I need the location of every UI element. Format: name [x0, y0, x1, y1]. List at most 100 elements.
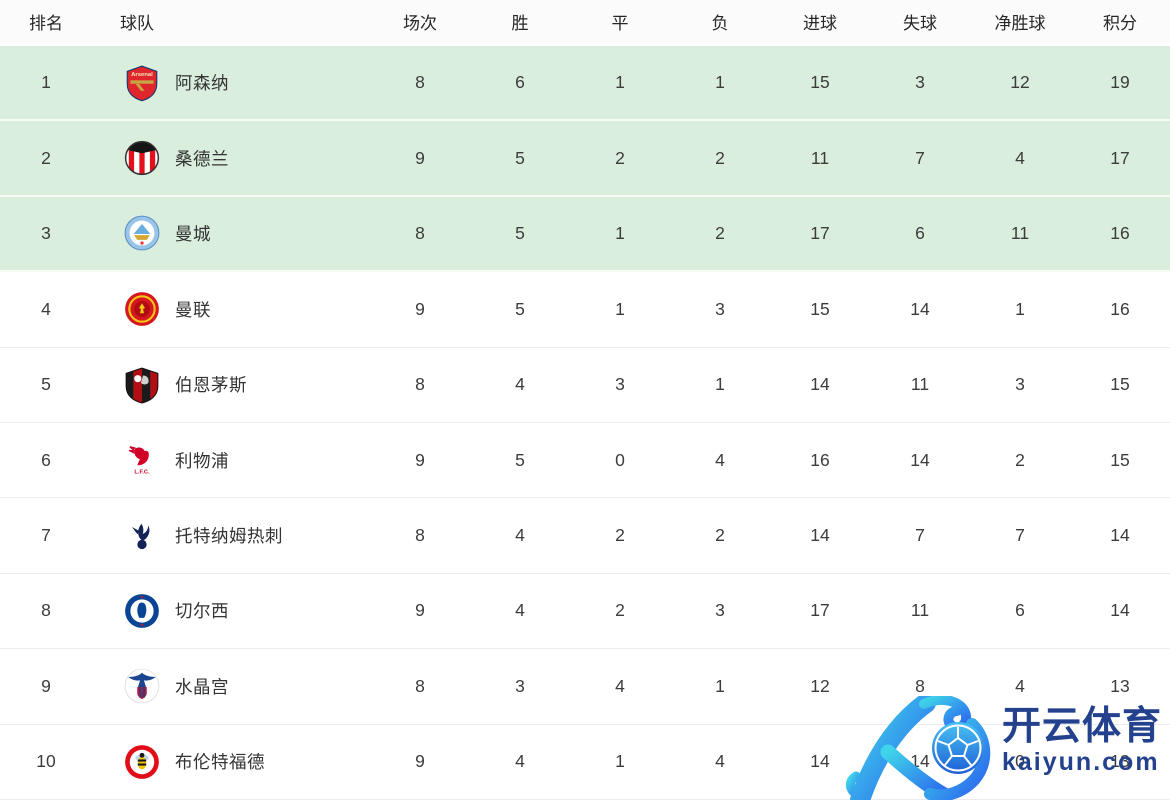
column-header-goal-diff: 净胜球: [994, 14, 1046, 33]
draws-cell: 1: [615, 222, 625, 243]
table-row: 7 托特纳姆热刺 8 4 2 2 14 7 7 14: [0, 498, 1170, 574]
points-cell: 13: [1110, 751, 1130, 772]
matches-cell: 9: [415, 298, 425, 319]
goals-for-cell: 11: [810, 147, 830, 168]
draws-cell: 2: [615, 525, 625, 546]
team-name: 曼城: [175, 223, 211, 244]
team-name: 桑德兰: [175, 148, 229, 169]
losses-cell: 2: [715, 222, 725, 243]
draws-cell: 2: [615, 600, 625, 621]
column-header-rank: 排名: [29, 14, 63, 33]
losses-cell: 1: [715, 675, 725, 696]
liverpool-crest-icon: L.F.C.: [123, 441, 161, 479]
team-cell: 曼联: [92, 290, 370, 328]
rank-cell: 9: [41, 675, 51, 696]
column-header-losses: 负: [711, 14, 729, 33]
matches-cell: 8: [415, 525, 425, 546]
column-header-played: 场次: [403, 14, 437, 33]
arsenal-crest-icon: Arsenal: [123, 64, 161, 102]
rank-cell: 1: [41, 72, 51, 93]
bournemouth-crest-icon: [123, 366, 161, 404]
goals-against-cell: 3: [915, 72, 925, 93]
team-name: 阿森纳: [175, 73, 229, 94]
losses-cell: 1: [715, 72, 725, 93]
column-header-points: 积分: [1103, 14, 1137, 33]
matches-cell: 8: [415, 222, 425, 243]
wins-cell: 4: [515, 751, 525, 772]
table-body: 1 Arsenal 阿森纳 8 6 1 1 15 3 12 19 2 桑德兰 9 5 2 2 11 7 4 17 3 曼城 8…: [0, 46, 1170, 800]
team-cell: L.F.C. 利物浦: [92, 441, 370, 479]
wins-cell: 5: [515, 147, 525, 168]
goals-against-cell: 7: [915, 147, 925, 168]
svg-text:L.F.C.: L.F.C.: [134, 470, 150, 476]
table-row: 5 伯恩茅斯 8 4 3 1 14 11 3 15: [0, 347, 1170, 423]
wins-cell: 5: [515, 298, 525, 319]
points-cell: 15: [1110, 374, 1130, 395]
goals-for-cell: 17: [810, 600, 830, 621]
losses-cell: 2: [715, 525, 725, 546]
points-cell: 19: [1110, 72, 1130, 93]
rank-cell: 10: [36, 751, 56, 772]
draws-cell: 1: [615, 751, 625, 772]
sunderland-crest-icon: [123, 139, 161, 177]
wins-cell: 4: [515, 374, 525, 395]
goals-against-cell: 14: [910, 449, 930, 470]
team-cell: Arsenal 阿森纳: [92, 64, 370, 102]
goals-for-cell: 15: [810, 72, 830, 93]
goal-diff-cell: 3: [1015, 374, 1025, 395]
goals-against-cell: 11: [910, 374, 930, 395]
draws-cell: 4: [615, 675, 625, 696]
team-cell: 切尔西: [92, 592, 370, 630]
table-header-row: 排名 球队 场次 胜 平 负 进球 失球 净胜球 积分: [0, 0, 1170, 46]
column-header-draws: 平: [611, 14, 629, 33]
team-cell: 布伦特福德: [92, 743, 370, 781]
table-row: 9 水晶宫 8 3 4 1 12 8 4 13: [0, 649, 1170, 725]
column-header-wins: 胜: [511, 14, 529, 33]
column-header-team: 球队: [120, 14, 154, 33]
goals-against-cell: 14: [910, 751, 930, 772]
team-name: 曼联: [175, 299, 211, 320]
table-row: 3 曼城 8 5 1 2 17 6 11 16: [0, 196, 1170, 273]
chelsea-crest-icon: [123, 592, 161, 630]
goal-diff-cell: 7: [1015, 525, 1025, 546]
goal-diff-cell: 6: [1015, 600, 1025, 621]
matches-cell: 9: [415, 600, 425, 621]
team-name: 切尔西: [175, 601, 229, 622]
tottenham-crest-icon: [123, 517, 161, 555]
losses-cell: 2: [715, 147, 725, 168]
matches-cell: 8: [415, 675, 425, 696]
points-cell: 16: [1110, 222, 1130, 243]
goal-diff-cell: 0: [1015, 751, 1025, 772]
draws-cell: 1: [615, 298, 625, 319]
team-name: 水晶宫: [175, 676, 229, 697]
team-name: 托特纳姆热刺: [175, 526, 283, 547]
goals-for-cell: 14: [810, 525, 830, 546]
points-cell: 14: [1110, 525, 1130, 546]
goals-for-cell: 14: [810, 751, 830, 772]
losses-cell: 4: [715, 449, 725, 470]
matches-cell: 9: [415, 147, 425, 168]
table-row: 4 曼联 9 5 1 3 15 14 1 16: [0, 272, 1170, 348]
rank-cell: 2: [41, 147, 51, 168]
goals-for-cell: 16: [810, 449, 830, 470]
team-cell: 托特纳姆热刺: [92, 517, 370, 555]
table-row: 1 Arsenal 阿森纳 8 6 1 1 15 3 12 19: [0, 46, 1170, 122]
team-cell: 曼城: [92, 214, 370, 252]
mancity-crest-icon: [123, 214, 161, 252]
losses-cell: 3: [715, 600, 725, 621]
wins-cell: 6: [515, 72, 525, 93]
team-name: 利物浦: [175, 450, 229, 471]
losses-cell: 3: [715, 298, 725, 319]
matches-cell: 8: [415, 72, 425, 93]
goals-against-cell: 11: [910, 600, 930, 621]
team-cell: 水晶宫: [92, 667, 370, 705]
table-row: 8 切尔西 9 4 2 3 17 11 6 14: [0, 573, 1170, 650]
goals-for-cell: 14: [810, 374, 830, 395]
column-header-goals-against: 失球: [903, 14, 937, 33]
points-cell: 15: [1110, 449, 1130, 470]
points-cell: 14: [1110, 600, 1130, 621]
manutd-crest-icon: [123, 290, 161, 328]
draws-cell: 1: [615, 72, 625, 93]
goals-for-cell: 12: [810, 675, 830, 696]
